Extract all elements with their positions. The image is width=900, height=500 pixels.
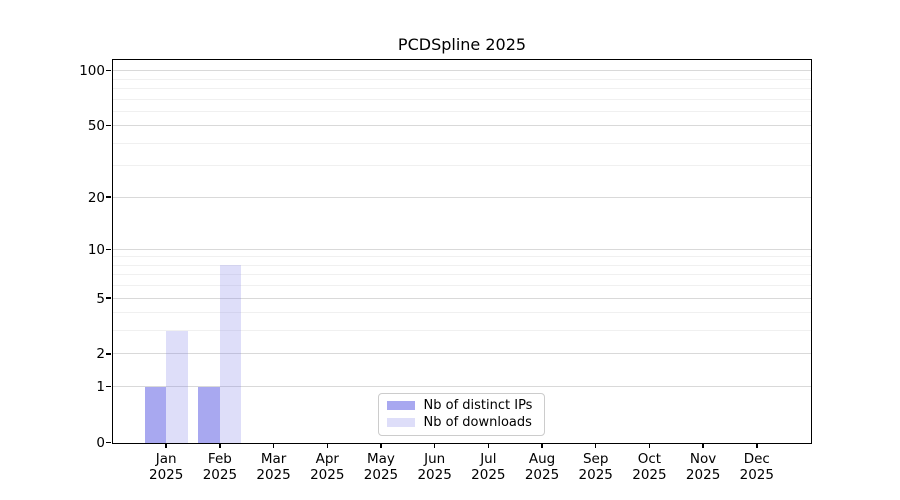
x-tick-label: Aug 2025	[524, 450, 560, 484]
grid-line-major	[112, 70, 811, 72]
chart-title: PCDSpline 2025	[397, 35, 527, 54]
y-tick-label: 0	[96, 435, 105, 451]
x-tick-mark	[433, 442, 436, 448]
y-tick-mark	[105, 353, 111, 355]
y-tick-label: 2	[96, 346, 105, 363]
y-axis: 0 1 2 5 10 20 50 100	[0, 60, 105, 451]
bar-downloads-jan-2025	[166, 330, 188, 443]
y-tick-label: 10	[87, 241, 105, 258]
x-tick-label: Mar 2025	[256, 450, 291, 484]
x-tick-label: Nov 2025	[685, 450, 721, 484]
x-tick-mark	[541, 442, 543, 448]
y-tick-mark	[105, 441, 111, 444]
grid-line-minor	[112, 256, 811, 258]
legend-swatch-downloads	[386, 417, 415, 428]
grid-line-minor	[112, 264, 811, 266]
legend: Nb of distinct IPs Nb of downloads	[377, 392, 545, 436]
bar-downloads-feb-2025	[219, 265, 242, 443]
bar-distinct-ips-feb-2025	[198, 386, 220, 443]
grid-line-major	[112, 125, 811, 127]
x-tick-label: Dec 2025	[739, 450, 774, 484]
grid-line-minor	[112, 78, 811, 80]
x-tick-mark	[219, 442, 221, 448]
x-tick-label: Jan 2025	[149, 450, 184, 484]
x-tick-label: Jun 2025	[417, 450, 452, 484]
x-tick-mark	[380, 442, 382, 448]
y-tick-mark	[105, 69, 111, 72]
y-tick-label: 20	[87, 189, 105, 206]
x-tick-mark	[702, 442, 704, 448]
grid-line-major	[112, 386, 811, 388]
legend-swatch-distinct-ips	[386, 400, 415, 411]
x-tick-label: Sep 2025	[578, 450, 613, 484]
y-tick-mark	[105, 248, 111, 251]
x-tick-mark	[648, 442, 651, 448]
grid-line-major	[112, 196, 811, 198]
legend-item-downloads: Nb of downloads	[386, 415, 536, 430]
y-tick-mark	[105, 196, 111, 198]
x-tick-mark	[272, 442, 275, 448]
x-tick-label: Apr 2025	[310, 450, 345, 484]
grid-line-minor	[112, 330, 811, 332]
x-tick-mark	[326, 442, 329, 448]
bar-distinct-ips-jan-2025	[144, 386, 167, 443]
legend-item-distinct-ips: Nb of distinct IPs	[386, 398, 536, 413]
y-tick-mark	[105, 385, 111, 388]
grid-line-major	[112, 297, 811, 299]
x-tick-mark	[487, 442, 490, 448]
grid-line-minor	[112, 142, 811, 144]
y-tick-label: 5	[96, 290, 105, 307]
grid-line-minor	[112, 285, 811, 287]
y-tick-label: 1	[96, 379, 105, 396]
grid-line-minor	[112, 165, 811, 167]
x-tick-label: Feb 2025	[202, 450, 238, 484]
grid-line-minor	[112, 312, 811, 314]
grid-line-minor	[112, 87, 811, 89]
grid-line-major	[112, 248, 811, 250]
x-tick-label: Jul 2025	[471, 450, 506, 484]
y-tick-mark	[105, 297, 111, 299]
y-tick-label: 50	[87, 118, 105, 135]
grid-line-minor	[112, 274, 811, 276]
grid-line-major	[112, 353, 811, 355]
grid-line-minor	[112, 98, 811, 100]
x-tick-mark	[594, 442, 597, 448]
y-tick-label: 100	[79, 63, 105, 80]
y-tick-mark	[105, 124, 111, 127]
legend-label-downloads: Nb of downloads	[423, 415, 532, 430]
legend-label-distinct-ips: Nb of distinct IPs	[423, 398, 533, 413]
x-tick-mark	[756, 442, 758, 448]
x-tick-mark	[165, 442, 167, 448]
plot-area: Nb of distinct IPs Nb of downloads Jan 2…	[105, 58, 812, 483]
x-tick-label: Oct 2025	[632, 450, 667, 484]
x-tick-label: May 2025	[363, 450, 399, 484]
grid-line-minor	[112, 110, 811, 112]
